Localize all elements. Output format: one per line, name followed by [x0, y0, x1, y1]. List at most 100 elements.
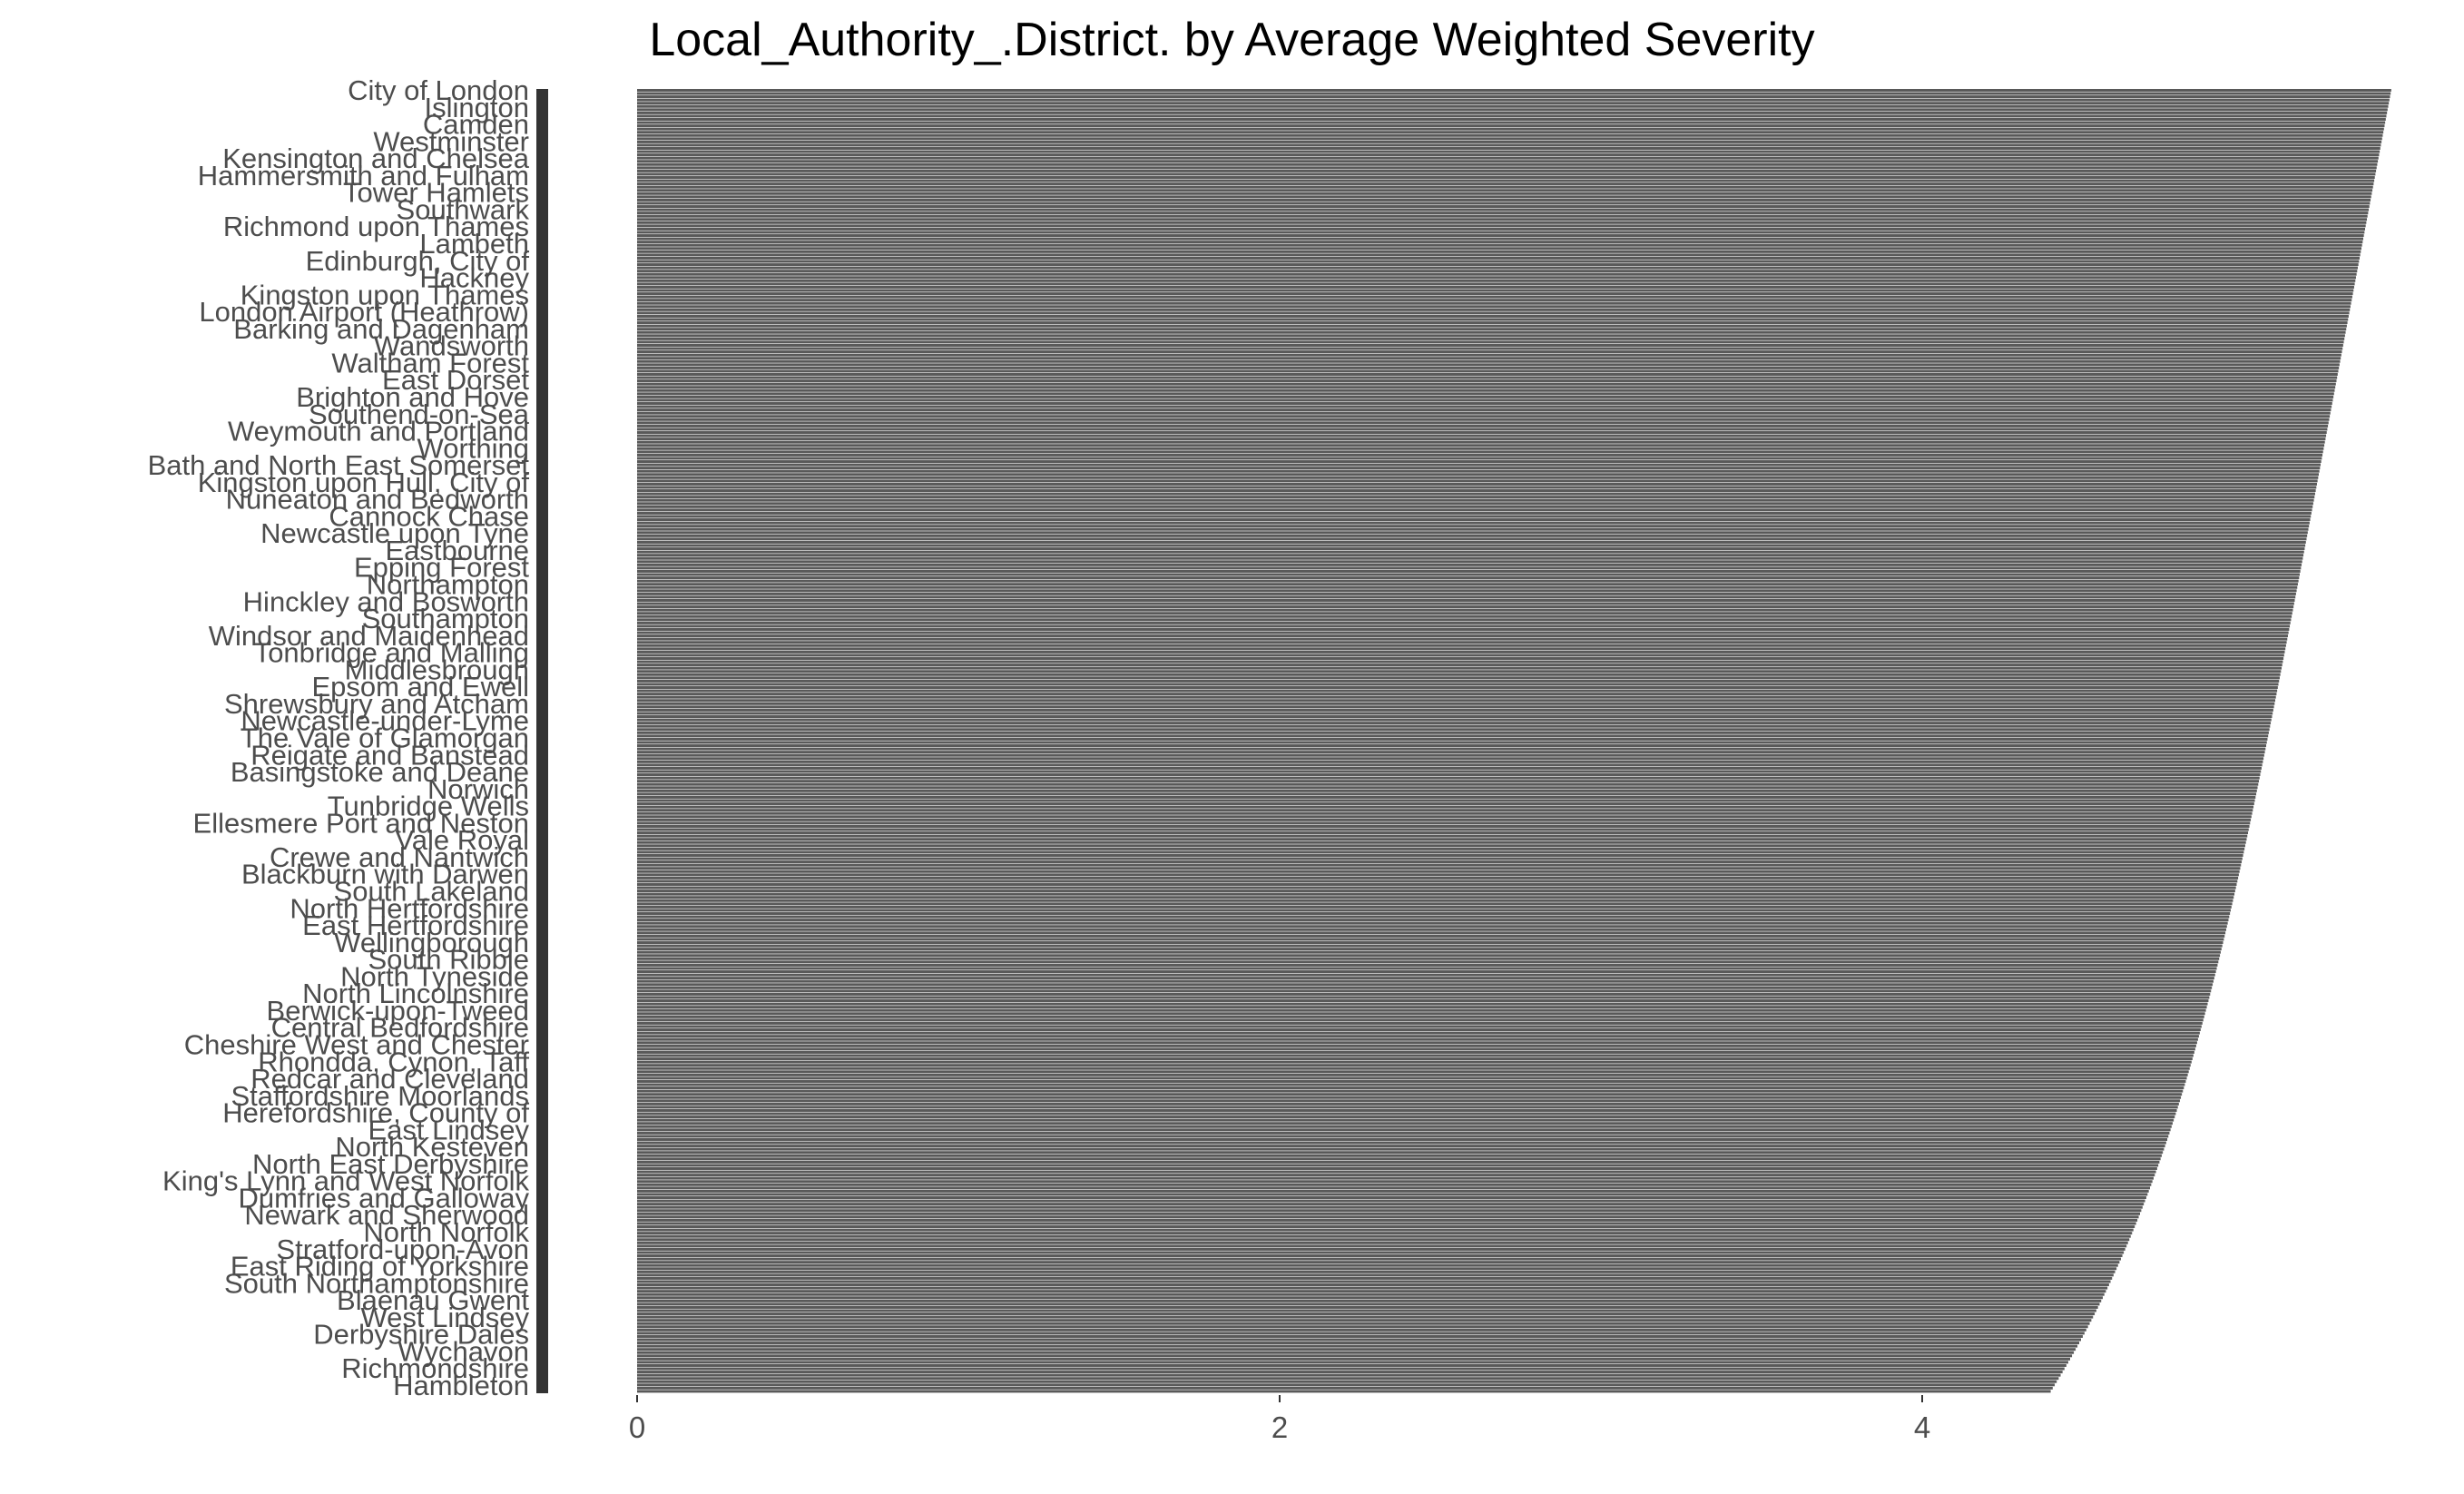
bar [637, 734, 2269, 738]
category-label: Crewe and Nantwich [270, 841, 529, 873]
category-label: Blaenau Gwent [337, 1284, 529, 1316]
bar [637, 518, 2311, 522]
bar [637, 285, 2354, 289]
bar [637, 111, 2388, 114]
category-label: Eastbourne [385, 535, 529, 566]
bar [637, 1131, 2170, 1135]
category-label: Derbyshire Dales [313, 1319, 529, 1351]
bar [637, 957, 2220, 960]
bar [637, 344, 2343, 347]
category-label: Wellingborough [334, 927, 529, 958]
bar [637, 1196, 2146, 1199]
bar [637, 948, 2222, 951]
bar [637, 821, 2251, 825]
bar [637, 250, 2361, 253]
bar [637, 214, 2368, 218]
bar [637, 741, 2267, 744]
category-label: Ellesmere Port and Neston [193, 807, 529, 839]
category-label: Waltham Forest [331, 347, 529, 378]
bar [637, 1180, 2153, 1184]
bar [637, 1367, 2065, 1371]
category-label: London Airport (Heathrow) [199, 296, 529, 328]
bar [637, 363, 2340, 367]
bar [637, 192, 2372, 195]
category-label: North Tyneside [340, 960, 529, 992]
bar [637, 1373, 2061, 1377]
bar [637, 1371, 2063, 1374]
bar [637, 576, 2300, 580]
bar [637, 644, 2286, 647]
bar [637, 1328, 2086, 1332]
category-label: Windsor and Maidenhead [209, 620, 529, 652]
bar [637, 686, 2278, 689]
bar [637, 708, 2273, 712]
bar [637, 182, 2374, 186]
bar [637, 89, 2391, 92]
bar [637, 641, 2287, 644]
bar [637, 150, 2381, 153]
category-label: Wychavon [398, 1335, 529, 1367]
bar [637, 634, 2288, 638]
category-label: Dumfries and Galloway [239, 1183, 530, 1214]
bar [637, 650, 2285, 654]
bar [637, 1076, 2187, 1080]
bar [637, 792, 2257, 796]
bar [637, 1170, 2156, 1174]
category-label: Basingstoke and Deane [231, 756, 529, 788]
category-label: Newcastle-under-Lyme [241, 705, 529, 737]
bar [637, 444, 2325, 447]
bar [637, 751, 2265, 754]
category-label: City of London [348, 74, 529, 106]
bar [637, 434, 2327, 437]
bar [637, 263, 2359, 267]
bar [637, 1390, 2051, 1393]
bar [637, 473, 2319, 477]
category-label: Newark and Sherwood [244, 1199, 529, 1231]
bar [637, 896, 2234, 899]
category-label: Newcastle upon Tyne [260, 517, 529, 549]
bar [637, 1293, 2105, 1296]
bar [637, 1215, 2139, 1219]
bar [637, 496, 2315, 499]
bar [637, 747, 2266, 751]
bar [637, 1157, 2161, 1161]
bar [637, 467, 2321, 470]
bar [637, 550, 2304, 554]
bar [637, 421, 2329, 425]
bar [637, 967, 2217, 970]
bar [637, 1261, 2120, 1264]
bar [637, 789, 2257, 792]
category-label: Tonbridge and Malling [254, 637, 529, 669]
bar [637, 1035, 2199, 1038]
bar [637, 760, 2263, 763]
category-label: Wandsworth [374, 330, 529, 362]
bar [637, 486, 2317, 489]
bar [637, 334, 2345, 338]
bar [637, 1241, 2128, 1244]
bar [637, 921, 2228, 925]
bar [637, 585, 2298, 589]
bar [637, 809, 2253, 812]
bar [637, 934, 2225, 938]
category-label: Reigate and Banstead [250, 739, 529, 771]
bar [637, 628, 2290, 631]
x-tick-label: 2 [1271, 1410, 1288, 1444]
bar [637, 531, 2308, 535]
bar [637, 657, 2284, 660]
bar [637, 234, 2364, 238]
bar [637, 237, 2363, 241]
bar [637, 683, 2279, 686]
bar [637, 963, 2218, 967]
bar [637, 1348, 2076, 1351]
bar [637, 1057, 2193, 1061]
bar [637, 1203, 2145, 1206]
bar [637, 347, 2343, 350]
bar [637, 1354, 2073, 1358]
bar [637, 292, 2353, 296]
bar [637, 1351, 2075, 1354]
bar [637, 114, 2387, 118]
bar [637, 1018, 2204, 1022]
bar [637, 95, 2390, 99]
bar [637, 224, 2366, 228]
category-label: Southend-on-Sea [309, 398, 530, 430]
